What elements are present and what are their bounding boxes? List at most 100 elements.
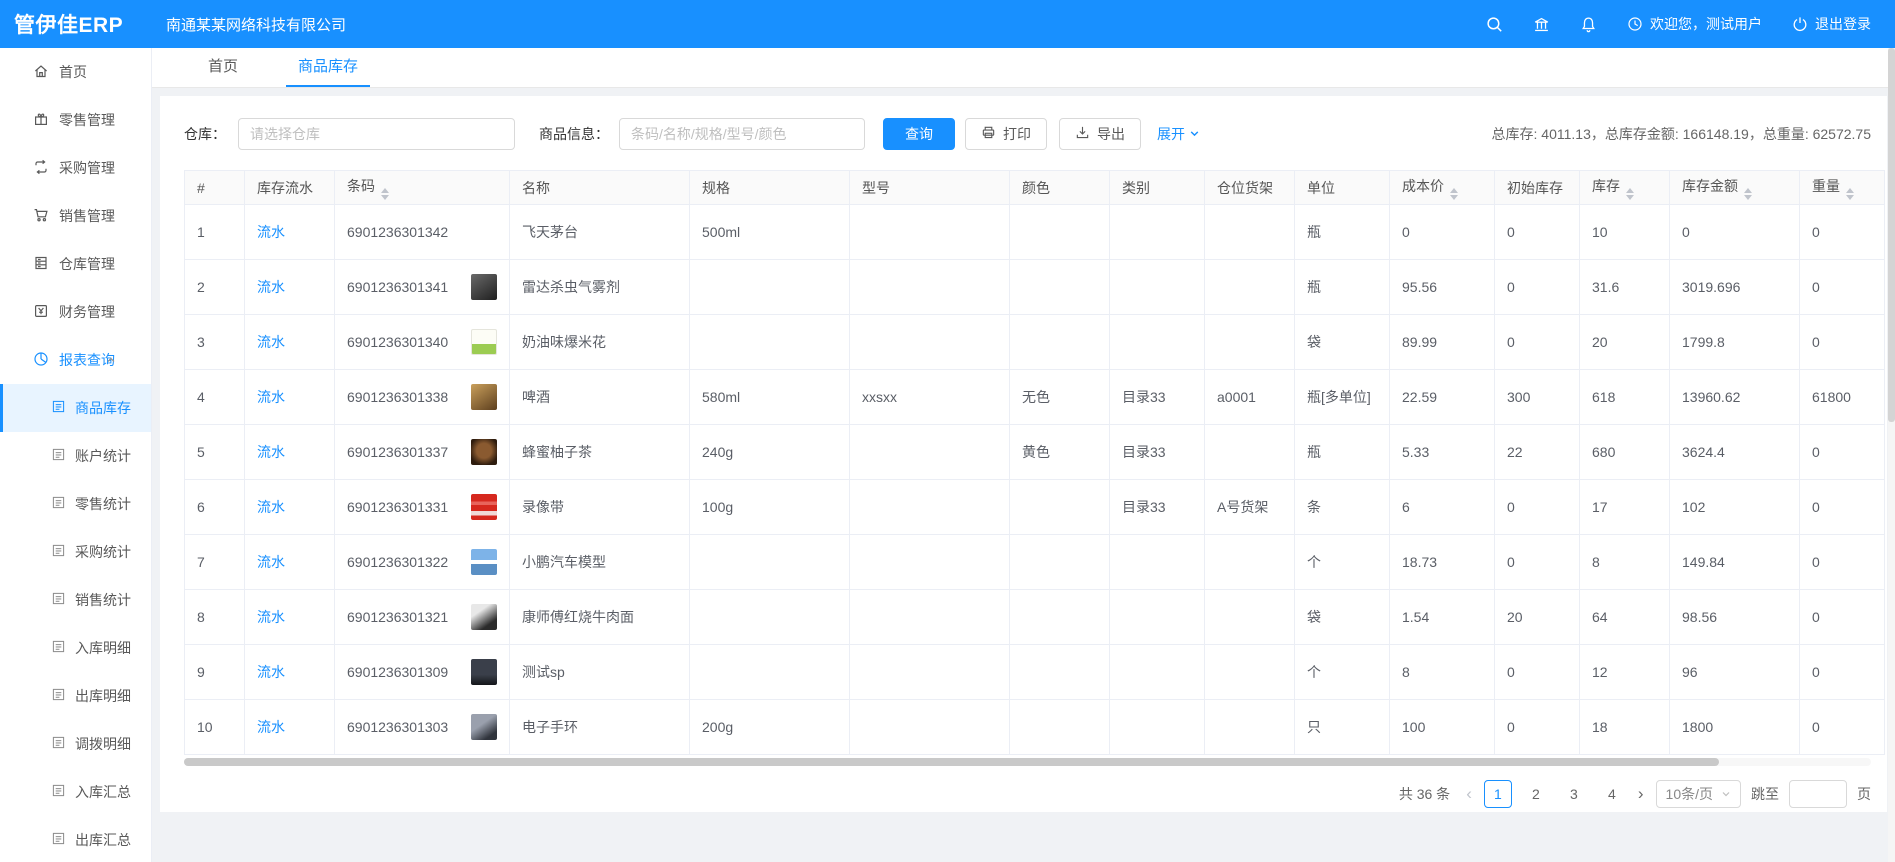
col-spec: 规格: [689, 170, 850, 205]
sidebar-subitem[interactable]: 入库汇总: [0, 768, 151, 816]
cell-category: [1109, 699, 1205, 755]
stock-flow-link[interactable]: 流水: [257, 499, 285, 515]
table-row: 4 流水 6901236301338 啤酒 580ml xxsxx 无色 目录3…: [184, 369, 1885, 425]
col-weight[interactable]: 重量: [1799, 170, 1885, 205]
sort-icon[interactable]: [1846, 187, 1854, 200]
sidebar-item-warehouse[interactable]: 仓库管理: [0, 240, 151, 288]
prev-page-button[interactable]: ‹: [1466, 784, 1472, 803]
table-row: 6 流水 6901236301331 录像带 100g 目录33 A号货架 条 …: [184, 479, 1885, 535]
stock-flow-link[interactable]: 流水: [257, 224, 285, 240]
cell-shelf: a0001: [1204, 369, 1295, 425]
col-cost[interactable]: 成本价: [1389, 170, 1495, 205]
search-button[interactable]: 查询: [883, 118, 955, 150]
stock-flow-link[interactable]: 流水: [257, 719, 285, 735]
sidebar-subitem[interactable]: 商品库存: [0, 384, 151, 432]
cell-stock: 17: [1579, 479, 1670, 535]
stock-flow-link[interactable]: 流水: [257, 664, 285, 680]
sidebar-subitem[interactable]: 采购统计: [0, 528, 151, 576]
sort-icon[interactable]: [1744, 187, 1752, 200]
cell-color: 无色: [1009, 369, 1110, 425]
cell-barcode: 6901236301337: [334, 424, 510, 480]
sidebar-item-sales[interactable]: 销售管理: [0, 192, 151, 240]
expand-filters-link[interactable]: 展开: [1157, 124, 1200, 144]
product-thumbnail[interactable]: [471, 604, 497, 630]
product-thumbnail[interactable]: [471, 549, 497, 575]
cell-stock-flow: 流水: [244, 644, 335, 700]
user-welcome-menu[interactable]: 欢迎您，测试用户: [1627, 14, 1762, 34]
product-thumbnail[interactable]: [471, 439, 497, 465]
tab-product-inventory[interactable]: 商品库存: [286, 48, 371, 87]
sort-icon[interactable]: [381, 187, 389, 200]
product-thumbnail[interactable]: [471, 659, 497, 685]
stock-flow-link[interactable]: 流水: [257, 609, 285, 625]
cell-name: 康师傅红烧牛肉面: [509, 589, 690, 645]
vertical-scrollbar[interactable]: [1888, 48, 1895, 862]
cell-index: 3: [184, 314, 245, 370]
stock-flow-link[interactable]: 流水: [257, 279, 285, 295]
product-thumbnail[interactable]: [471, 274, 497, 300]
sort-icon[interactable]: [1626, 187, 1634, 200]
cell-shelf: [1204, 534, 1295, 590]
sidebar-subitem-label: 账户统计: [75, 448, 131, 464]
cell-spec: 500ml: [689, 204, 850, 260]
export-button[interactable]: 导出: [1059, 118, 1141, 150]
cell-stock: 680: [1579, 424, 1670, 480]
col-barcode[interactable]: 条码: [334, 170, 510, 205]
col-stock-amount[interactable]: 库存金额: [1669, 170, 1800, 205]
page-size-select[interactable]: 10条/页: [1655, 780, 1741, 808]
cell-weight: 0: [1799, 259, 1885, 315]
page-button-1[interactable]: 1: [1483, 780, 1512, 808]
jump-page-input[interactable]: [1789, 780, 1847, 808]
next-page-button[interactable]: ›: [1637, 784, 1644, 803]
sidebar-item-home[interactable]: 首页: [0, 48, 151, 96]
sidebar-subitem[interactable]: 出库汇总: [0, 816, 151, 862]
col-stock[interactable]: 库存: [1579, 170, 1670, 205]
sidebar-subitem[interactable]: 账户统计: [0, 432, 151, 480]
sidebar-subitem[interactable]: 入库明细: [0, 624, 151, 672]
stock-flow-link[interactable]: 流水: [257, 389, 285, 405]
table-header-row: # 库存流水 条码 名称 规格 型号 颜色 类别 仓位货架 单位 成本价 初始库…: [184, 170, 1885, 205]
sidebar-item-finance[interactable]: 财务管理: [0, 288, 151, 336]
page-button-3[interactable]: 3: [1569, 786, 1578, 802]
sidebar-item-reports[interactable]: 报表查询: [0, 336, 151, 384]
sidebar-subitem[interactable]: 出库明细: [0, 672, 151, 720]
cell-spec: 200g: [689, 699, 850, 755]
stock-flow-link[interactable]: 流水: [257, 444, 285, 460]
list-icon: [52, 544, 75, 560]
search-icon[interactable]: [1486, 16, 1503, 33]
stock-flow-link[interactable]: 流水: [257, 334, 285, 350]
sidebar-subitem[interactable]: 调拨明细: [0, 720, 151, 768]
warehouse-select[interactable]: [238, 118, 515, 150]
notification-bell-icon[interactable]: [1580, 16, 1597, 33]
warehouse-label: 仓库：: [184, 126, 226, 142]
download-icon: [1075, 125, 1090, 143]
list-icon: [52, 640, 75, 656]
page-size-value: 10条/页: [1665, 786, 1713, 802]
cell-model: [849, 589, 1010, 645]
sidebar-item-retail[interactable]: 零售管理: [0, 96, 151, 144]
cell-stock-flow: 流水: [244, 424, 335, 480]
product-thumbnail[interactable]: [471, 714, 497, 740]
inventory-table-body: 1 流水 6901236301342 飞天茅台 500ml 瓶 0 0 10 0…: [184, 204, 1885, 755]
sidebar-subitem[interactable]: 零售统计: [0, 480, 151, 528]
cell-weight: 0: [1799, 534, 1885, 590]
sort-icon[interactable]: [1450, 187, 1458, 200]
page-button-2[interactable]: 2: [1531, 786, 1540, 802]
print-button[interactable]: 打印: [965, 118, 1047, 150]
logout-button[interactable]: 退出登录: [1792, 14, 1871, 34]
cell-cost: 0: [1389, 204, 1495, 260]
page-button-4[interactable]: 4: [1607, 786, 1616, 802]
stock-flow-link[interactable]: 流水: [257, 554, 285, 570]
product-thumbnail[interactable]: [471, 329, 497, 355]
tab-home[interactable]: 首页: [208, 58, 239, 75]
horizontal-scrollbar[interactable]: [184, 758, 1871, 766]
product-info-input[interactable]: [619, 118, 865, 150]
bank-icon[interactable]: [1533, 16, 1550, 33]
printer-icon: [981, 125, 996, 143]
product-thumbnail[interactable]: [471, 494, 497, 520]
product-thumbnail[interactable]: [471, 384, 497, 410]
sidebar-item-label: 销售管理: [59, 208, 115, 224]
cell-stock: 12: [1579, 644, 1670, 700]
sidebar-item-purchase[interactable]: 采购管理: [0, 144, 151, 192]
sidebar-subitem[interactable]: 销售统计: [0, 576, 151, 624]
